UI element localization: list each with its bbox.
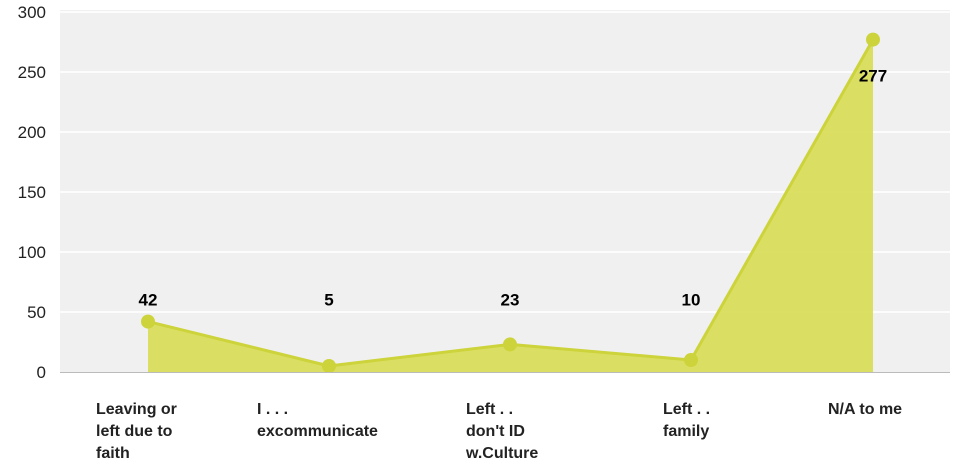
- data-label: 5: [324, 291, 333, 310]
- y-tick-label: 50: [27, 303, 46, 322]
- data-label: 10: [682, 291, 701, 310]
- y-tick-label: 150: [18, 183, 46, 202]
- area-fill: [148, 39, 873, 372]
- data-point-marker: [141, 314, 155, 329]
- x-tick-label: Leaving or: [96, 401, 177, 418]
- y-tick-label: 200: [18, 123, 46, 142]
- data-point-marker: [322, 359, 336, 373]
- data-label: 23: [501, 291, 520, 310]
- gridlines: [60, 11, 950, 313]
- y-tick-label: 0: [37, 363, 46, 382]
- x-tick-label: left due to: [96, 423, 173, 440]
- x-tick-label: faith: [96, 445, 130, 462]
- y-tick-label: 300: [18, 3, 46, 22]
- x-tick-label: Left . .: [466, 401, 513, 418]
- data-label: 277: [859, 67, 887, 86]
- data-labels: 42 5 23 10 277: [139, 67, 888, 310]
- y-tick-label: 250: [18, 63, 46, 82]
- data-point-marker: [866, 32, 880, 47]
- x-tick-label: Left . .: [663, 401, 710, 418]
- x-tick-label: family: [663, 423, 709, 440]
- x-tick-label: N/A to me: [828, 401, 902, 418]
- data-point-marker: [503, 337, 517, 352]
- y-tick-label: 100: [18, 243, 46, 262]
- x-tick-label: I . . .: [257, 401, 288, 418]
- x-tick-label: don't ID: [466, 423, 525, 440]
- x-tick-label: w.Culture: [465, 445, 538, 462]
- x-tick-label: excommunicate: [257, 423, 378, 440]
- x-axis-labels: Leaving or left due to faith I . . . excommu…: [96, 401, 902, 462]
- data-point-marker: [684, 353, 698, 367]
- data-label: 42: [139, 291, 158, 310]
- y-axis-ticks: 0 50 100 150 200 250 300: [18, 3, 46, 382]
- series-markers: [141, 32, 880, 373]
